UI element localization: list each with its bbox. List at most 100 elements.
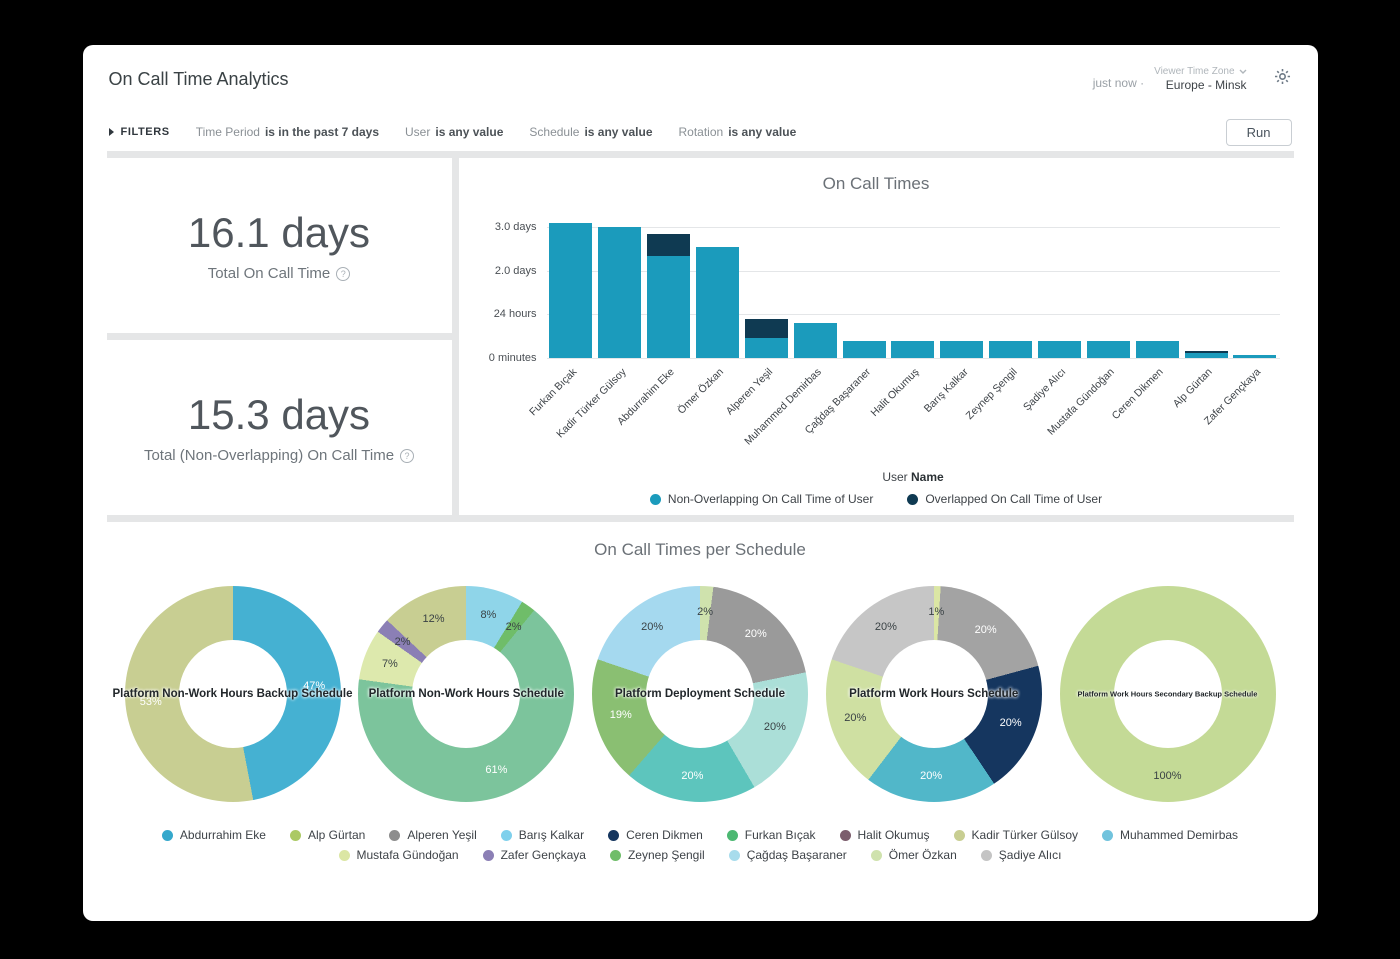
filter-name: Schedule xyxy=(529,125,580,139)
bar-segment-non-overlapping[interactable] xyxy=(1135,340,1179,358)
stat-label-text: Total (Non-Overlapping) On Call Time xyxy=(143,447,395,464)
legend-label: Kadir Türker Gülsoy xyxy=(971,828,1079,842)
bar-segment-overlapped[interactable] xyxy=(1184,350,1228,353)
bar-segment-non-overlapping[interactable] xyxy=(989,340,1033,358)
legend-item-Zafer Gençkaya[interactable]: Zafer Gençkaya xyxy=(482,848,586,862)
donut-hole xyxy=(646,640,754,748)
donut-1[interactable]: 47% 53% Platform Non-Work Hours Backup Sch… xyxy=(112,586,353,802)
bar-segment-non-overlapping[interactable] xyxy=(1038,340,1082,358)
legend-item-Ceren Dikmen[interactable]: Ceren Dikmen xyxy=(608,828,703,842)
bar-segment-overlapped[interactable] xyxy=(744,318,788,339)
bar-Ceren Dikmen[interactable] xyxy=(1135,212,1179,358)
legend-item-Non-Overlapping On Call Time of User[interactable]: Non-Overlapping On Call Time of User xyxy=(649,492,873,506)
bar-segment-non-overlapping[interactable] xyxy=(1086,340,1130,358)
donut-percent-label: 61% xyxy=(485,764,508,777)
bar-slot xyxy=(889,212,938,358)
y-tick-label: 2.0 days xyxy=(494,264,537,277)
legend-item-Barış Kalkar[interactable]: Barış Kalkar xyxy=(500,828,585,842)
bar-Abdurrahim Eke[interactable] xyxy=(647,212,691,358)
bar-Mustafa Gündoğan[interactable] xyxy=(1086,212,1130,358)
donut-5[interactable]: 100% Platform Work Hours Secondary Backup… xyxy=(1059,586,1276,802)
bar-Çağdaş Başaraner[interactable] xyxy=(842,212,886,358)
legend-label: Barış Kalkar xyxy=(518,828,585,842)
bar-segment-non-overlapping[interactable] xyxy=(1233,354,1277,358)
bar-Şadiye Alıcı[interactable] xyxy=(1038,212,1082,358)
on-call-times-chart: On Call Times 3.0 days 2.0 days 24 hours 0 … xyxy=(458,158,1294,515)
bar-segment-non-overlapping[interactable] xyxy=(696,246,739,358)
bar-Furkan Bıçak[interactable] xyxy=(549,212,593,358)
bar-segment-non-overlapping[interactable] xyxy=(744,338,788,358)
help-icon[interactable]: ? xyxy=(336,266,351,281)
legend-item-Halit Okumuş[interactable]: Halit Okumuş xyxy=(839,828,930,842)
bar-segment-non-overlapping[interactable] xyxy=(793,323,837,358)
legend-item-Çağdaş Başaraner[interactable]: Çağdaş Başaraner xyxy=(728,848,847,862)
legend-label: Mustafa Gündoğan xyxy=(356,848,459,862)
bar-slot xyxy=(595,212,644,358)
legend-label: Zafer Gençkaya xyxy=(500,848,586,862)
legend-item-Kadir Türker Gülsoy[interactable]: Kadir Türker Gülsoy xyxy=(953,828,1079,842)
separator-dot: · xyxy=(1140,76,1145,90)
bar-slot xyxy=(1084,212,1133,358)
filter-value: is any value xyxy=(584,125,653,139)
legend-item-Alp Gürtan[interactable]: Alp Gürtan xyxy=(289,828,365,842)
bar-segment-non-overlapping[interactable] xyxy=(647,255,691,358)
bar-segment-non-overlapping[interactable] xyxy=(842,340,886,358)
bar-segment-non-overlapping[interactable] xyxy=(891,340,935,358)
legend-label: Ceren Dikmen xyxy=(626,828,703,842)
filter-rotation[interactable]: Rotation is any value xyxy=(679,125,797,139)
bar-Zeynep Şengil[interactable] xyxy=(989,212,1033,358)
bar-segment-non-overlapping[interactable] xyxy=(549,222,593,358)
filter-schedule[interactable]: Schedule is any value xyxy=(529,125,652,139)
legend-label: Ömer Özkan xyxy=(888,848,957,862)
y-tick-label: 24 hours xyxy=(493,308,537,321)
donut-percent-label: 47% xyxy=(303,680,326,693)
bar-segment-non-overlapping[interactable] xyxy=(1184,352,1228,358)
x-axis-label: Furkan Bıçak xyxy=(527,366,580,419)
bar-slot xyxy=(1231,212,1280,358)
donut-3[interactable]: 2% 20% 20% 20% 19% 20% Platform Deployment Sch… xyxy=(592,586,808,802)
bar-segment-non-overlapping[interactable] xyxy=(598,227,642,358)
timezone-selector[interactable]: Viewer Time Zone Europe - Minsk xyxy=(1154,66,1246,92)
run-button[interactable]: Run xyxy=(1225,118,1292,146)
gridline: 0 minutes xyxy=(489,352,1280,364)
legend-item-Mustafa Gündoğan[interactable]: Mustafa Gündoğan xyxy=(338,848,459,862)
legend-dot xyxy=(870,849,882,861)
legend-item-Overlapped On Call Time of User[interactable]: Overlapped On Call Time of User xyxy=(907,492,1102,506)
filter-time-period[interactable]: Time Period is in the past 7 days xyxy=(196,125,379,139)
bar-Zafer Gençkaya[interactable] xyxy=(1233,212,1277,358)
donut-hole xyxy=(879,640,988,748)
donut-percent-label: 7% xyxy=(381,657,398,670)
legend-item-Alperen Yeşil[interactable]: Alperen Yeşil xyxy=(389,828,477,842)
legend-label: Abdurrahim Eke xyxy=(179,828,266,842)
gear-icon[interactable] xyxy=(1273,67,1292,91)
bar-Alp Gürtan[interactable] xyxy=(1184,212,1228,358)
bar-segment-non-overlapping[interactable] xyxy=(940,340,984,358)
legend-item-Abdurrahim Eke[interactable]: Abdurrahim Eke xyxy=(161,828,266,842)
bar-Halit Okumuş[interactable] xyxy=(891,212,935,358)
legend-item-Zeynep Şengil[interactable]: Zeynep Şengil xyxy=(609,848,705,862)
filters-toggle[interactable]: FILTERS xyxy=(108,126,170,138)
dashboard-grid: 16.1 days Total On Call Time ? 15.3 days… xyxy=(106,151,1294,874)
stat-label: Total (Non-Overlapping) On Call Time ? xyxy=(143,447,415,464)
bar-slot xyxy=(1133,212,1182,358)
bar-Alperen Yeşil[interactable] xyxy=(744,212,788,358)
bar-Kadir Türker Gülsoy[interactable] xyxy=(598,212,642,358)
legend-item-Ömer Özkan[interactable]: Ömer Özkan xyxy=(870,848,957,862)
legend-dot xyxy=(1102,829,1114,841)
bar-Barış Kalkar[interactable] xyxy=(940,212,984,358)
filter-name: Time Period xyxy=(195,125,260,139)
filter-user[interactable]: User is any value xyxy=(405,125,503,139)
legend-item-Furkan Bıçak[interactable]: Furkan Bıçak xyxy=(726,828,816,842)
help-icon[interactable]: ? xyxy=(400,448,415,463)
bar-Ömer Özkan[interactable] xyxy=(696,212,739,358)
legend-item-Şadiye Alıcı[interactable]: Şadiye Alıcı xyxy=(980,848,1061,862)
donut-2[interactable]: 8% 2% 61% 7% 2% 12% Platform Non-Work Hours Sc… xyxy=(358,586,575,802)
bar-Muhammed Demirbas[interactable] xyxy=(793,212,837,358)
legend-label: Muhammed Demirbas xyxy=(1120,828,1239,842)
bar-segment-overlapped[interactable] xyxy=(647,233,691,256)
donut-4[interactable]: 1% 20% 20% 20% 20% 20% Platform Work Hours Sch… xyxy=(825,586,1042,802)
legend-label: Furkan Bıçak xyxy=(744,828,816,842)
x-axis-title: User Name xyxy=(547,470,1280,484)
legend-item-Muhammed Demirbas[interactable]: Muhammed Demirbas xyxy=(1102,828,1238,842)
legend-dot xyxy=(289,829,301,841)
